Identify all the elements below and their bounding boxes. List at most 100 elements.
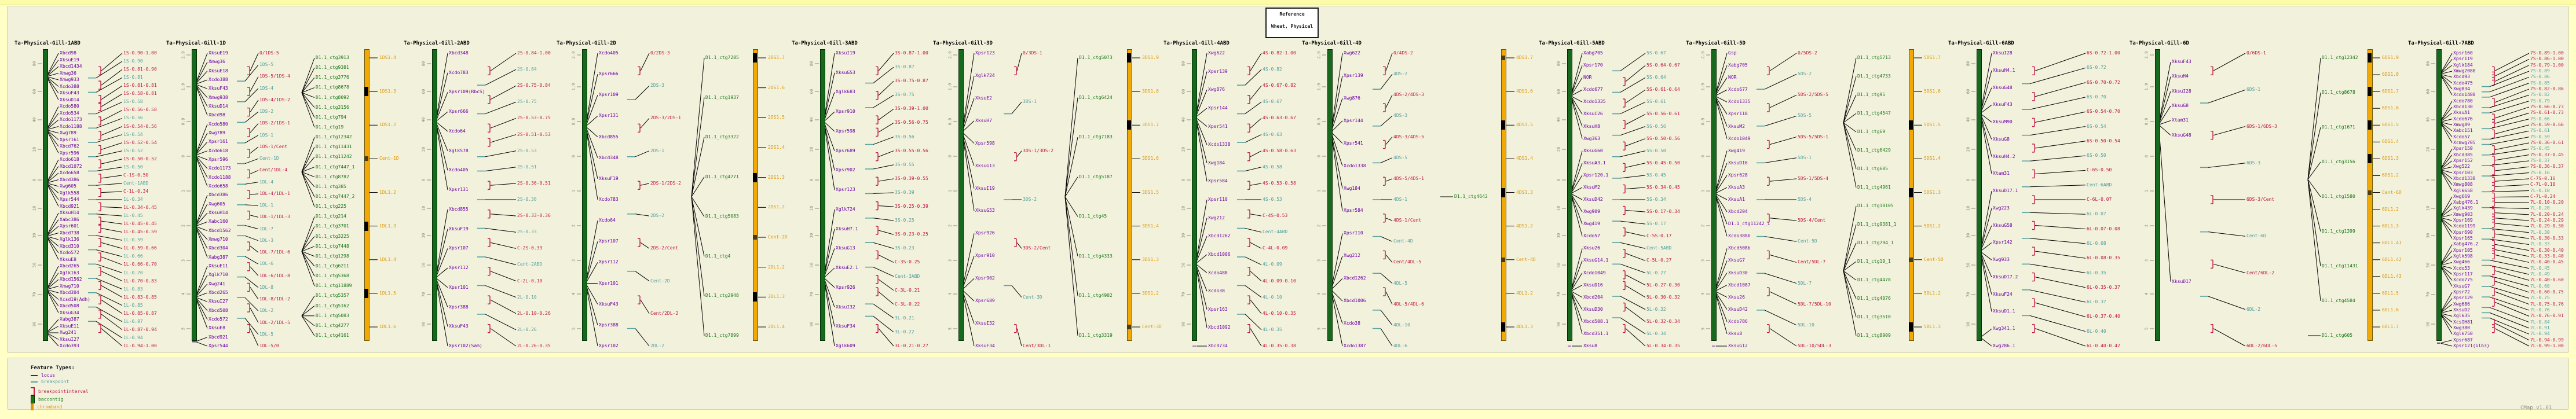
breakpoint-label[interactable]: 7L-0.91 [2530, 325, 2550, 331]
breakpoint-label[interactable]: 6L-0.07 [2087, 211, 2106, 217]
locus-label[interactable]: Xbcd734 [1208, 343, 1228, 348]
baccontig-label[interactable]: D1.1_ctg5073 [1079, 55, 1113, 60]
locus-label[interactable]: Xabg476.2 [2453, 241, 2479, 247]
locus-label[interactable]: Xpsr165 [2453, 236, 2473, 241]
locus-label[interactable]: Xcdo1173 [208, 166, 231, 171]
locus-label[interactable]: Xbcd1262 [1208, 233, 1231, 239]
locus-label[interactable]: Xwg909 [1583, 209, 1600, 215]
locus-label[interactable]: Xbcd265 [208, 290, 228, 295]
locus-label[interactable]: Xcdo658 [208, 183, 228, 189]
chromband-label[interactable]: 5DL1.3 [1924, 324, 1941, 329]
breakpoint-interval-label[interactable]: 7L-0.29-0.30 [2530, 223, 2564, 229]
locus-label[interactable]: XksuG8 [1993, 136, 2010, 142]
breakpoint-interval-label[interactable]: C-3L-0.21 [895, 287, 920, 293]
breakpoint-interval-label[interactable]: 7L-0.24-0.29 [2530, 218, 2564, 223]
breakpoint-interval-label[interactable]: 5DS-4/Cent [1798, 218, 1826, 223]
breakpoint-interval-label[interactable]: C-6S-0.50 [2087, 167, 2112, 173]
breakpoint-interval-label[interactable]: 3S-0.87-1.00 [895, 50, 928, 56]
breakpoint-label[interactable]: 5DS-4 [1798, 197, 1812, 202]
locus-label[interactable]: XksuH7 [975, 117, 992, 123]
breakpoint-label[interactable]: 5L-0.34 [1646, 330, 1666, 336]
locus-label[interactable]: XksuG7 [2453, 283, 2470, 289]
locus-label[interactable]: Xbcd304 [60, 290, 79, 295]
locus-label[interactable]: Xbcd738 [60, 230, 79, 236]
breakpoint-label[interactable]: 3L-0.21 [895, 315, 914, 321]
chromband-bar[interactable] [1127, 49, 1132, 341]
baccontig-label[interactable]: D1.1_ctg6211 [316, 263, 349, 269]
locus-label[interactable]: XksuH4.1 [1993, 67, 2015, 73]
breakpoint-interval-label[interactable]: 4L-0.35-0.38 [1263, 343, 1296, 348]
breakpoint-interval-label[interactable]: 5DS-2/5DS-5 [1798, 92, 1828, 98]
breakpoint-interval-label[interactable]: C-5L-0.27 [1646, 258, 1672, 263]
breakpoint-label[interactable]: 2DS-3 [650, 83, 665, 89]
locus-label[interactable]: Xcdo775 [2453, 277, 2473, 283]
locus-label[interactable]: Xbcd304 [208, 245, 228, 251]
locus-label[interactable]: Xcdo38 [1208, 288, 1225, 294]
chromband-label[interactable]: 2DS1.6 [768, 84, 785, 90]
breakpoint-label[interactable]: Cent-4ABD [1263, 229, 1288, 235]
breakpoint-interval-label[interactable]: 6L-0.35-0.37 [2087, 284, 2120, 290]
breakpoint-interval-label[interactable]: Cent/5DL-7 [1798, 259, 1826, 265]
breakpoint-interval-label[interactable]: 1L-0.59-0.66 [123, 245, 157, 251]
locus-label[interactable]: Xglk750 [2453, 331, 2473, 337]
locus-label[interactable]: Xwg223 [1993, 205, 2010, 211]
locus-label[interactable]: Xpsr102(Sam) [449, 343, 482, 348]
locus-label[interactable]: XksuH14 [60, 210, 79, 215]
locus-label[interactable]: Xbcd1434 [60, 64, 82, 69]
breakpoint-interval-label[interactable]: 4S-0.58-0.63 [1263, 148, 1296, 153]
locus-label[interactable]: Xwg380 [2453, 325, 2470, 331]
locus-label[interactable]: Xcdo786 [1728, 318, 1748, 324]
breakpoint-label[interactable]: 5S-0.34 [1646, 197, 1666, 202]
breakpoint-label[interactable]: Cent-1ABD [123, 180, 149, 186]
locus-label[interactable]: Xbcd921 [60, 203, 79, 209]
breakpoint-interval-label[interactable]: 4DS-5/4DS-1 [1393, 175, 1424, 181]
baccontig-label[interactable]: D1.1_ctg5368 [316, 273, 349, 279]
breakpoint-interval-label[interactable]: 7S-0.82-0.86 [2530, 86, 2564, 91]
locus-label[interactable]: Xwg622 [1208, 50, 1225, 56]
locus-label[interactable]: Xbcd1006 [1208, 251, 1231, 257]
baccontig-label[interactable]: D1.1_ctg5083 [705, 214, 739, 219]
chromband-label[interactable]: 6DS1.2 [2382, 172, 2399, 178]
breakpoint-interval-label[interactable]: 1L-0.45-0.45 [123, 221, 157, 227]
locus-label[interactable]: Xglk710 [208, 272, 228, 278]
locus-label[interactable]: XksuD42 [1728, 306, 1748, 312]
breakpoint-interval-label[interactable]: 1S-0.54-0.56 [123, 123, 157, 129]
locus-label[interactable]: XksuH7.1 [836, 226, 858, 231]
locus-label[interactable]: XksuF43 [208, 86, 228, 91]
locus-label[interactable]: XksuF34 [836, 324, 855, 329]
chromband-label[interactable]: 1DS1.2 [379, 122, 396, 128]
breakpoint-label[interactable]: 1S-0.90 [123, 58, 143, 64]
baccontig-label[interactable]: D1.1_ctg4333 [1079, 253, 1113, 259]
baccontig-label[interactable]: D1.1_ctg6424 [1079, 94, 1113, 100]
breakpoint-interval-label[interactable]: 0/1DS-5 [259, 50, 279, 56]
locus-label[interactable]: Xglk163 [60, 270, 79, 275]
locus-label[interactable]: Xpsr119 [2453, 56, 2473, 62]
locus-label[interactable]: Xbcd1006 [1344, 298, 1366, 304]
locus-label[interactable]: NOR [1728, 75, 1737, 80]
chromband-label[interactable]: 5DL1.2 [1924, 290, 1941, 296]
breakpoint-label[interactable]: 1DS-1 [259, 132, 274, 138]
baccontig-label[interactable]: D1.1_ctg9381_1 [1857, 222, 1897, 227]
chromosome-bar[interactable] [43, 49, 48, 341]
breakpoint-interval-label[interactable]: 7L-0.76-0.91 [2530, 313, 2564, 319]
breakpoint-interval-label[interactable]: 7L-0.30-0.40 [2530, 247, 2564, 253]
breakpoint-interval-label[interactable]: 7S-0.79-1.00 [2530, 62, 2564, 68]
chromband-label[interactable]: 3DS1.6 [1142, 156, 1159, 161]
locus-label[interactable]: Xcdo1049 [1583, 270, 1606, 275]
chromband-label[interactable]: 6DL1.5 [2382, 290, 2399, 296]
breakpoint-interval-label[interactable]: 3S-0.55-0.56 [895, 148, 928, 153]
locus-label[interactable]: Xpsr910 [975, 253, 995, 259]
breakpoint-label[interactable]: 1DL-8 [259, 284, 274, 290]
locus-label[interactable]: Xpsr131 [449, 187, 469, 193]
chromosome-bar[interactable] [820, 49, 825, 341]
breakpoint-label[interactable]: 1DL-6 [259, 261, 274, 267]
breakpoint-label[interactable]: Cent-3D [1023, 294, 1042, 300]
locus-label[interactable]: Xpsr388 [599, 322, 619, 328]
breakpoint-label[interactable]: 7S-0.66 [2530, 116, 2550, 122]
breakpoint-interval-label[interactable]: 1DS-5/1DS-4 [259, 73, 290, 79]
breakpoint-label[interactable]: 4DL-10 [1393, 322, 1410, 328]
baccontig-label[interactable]: D1.1_ctg4478 [1857, 277, 1891, 282]
chromband-label[interactable]: 4DL1.2 [1516, 290, 1533, 296]
locus-label[interactable]: Xpsr101 [599, 280, 619, 286]
locus-label[interactable]: XksuH4.2 [1993, 153, 2015, 159]
